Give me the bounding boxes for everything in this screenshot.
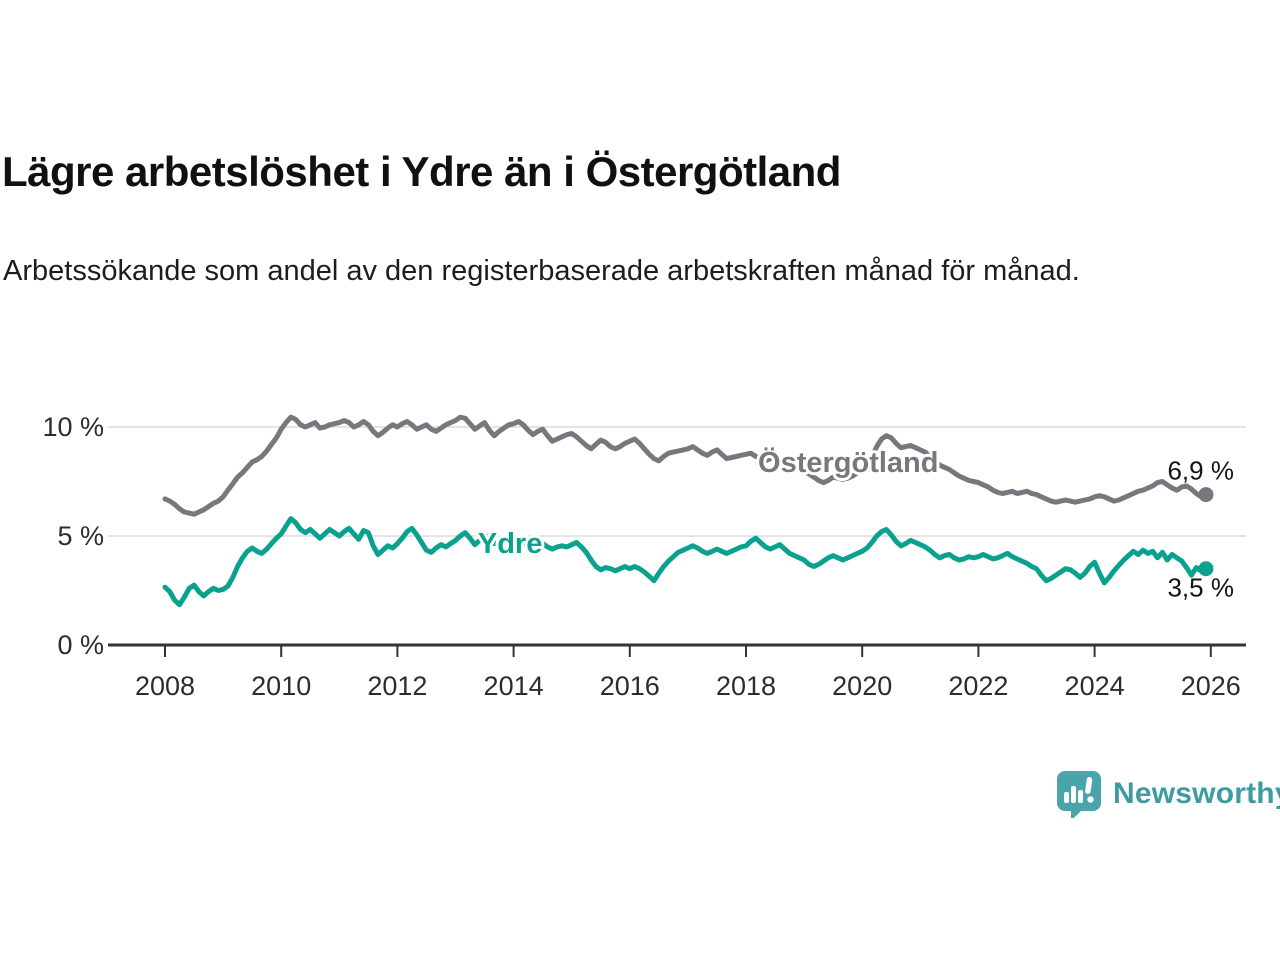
x-tick-label: 2024 (1065, 671, 1125, 701)
x-tick-label: 2016 (600, 671, 660, 701)
y-tick-label: 10 % (42, 412, 104, 442)
series-end-value-östergötland: 6,9 % (1167, 456, 1234, 486)
x-tick-label: 2012 (367, 671, 427, 701)
y-tick-label: 0 % (57, 630, 104, 660)
series-end-dot-ydre (1198, 561, 1214, 577)
series-label-östergötland: Östergötland (758, 446, 938, 479)
x-tick-label: 2020 (832, 671, 892, 701)
bar-chart-speech-bubble-icon (1057, 771, 1101, 818)
x-tick-label: 2018 (716, 671, 776, 701)
y-tick-label: 5 % (57, 521, 104, 551)
x-tick-label: 2022 (948, 671, 1008, 701)
series-label-ydre: Ydre (478, 528, 542, 560)
series-line-ydre (162, 516, 1209, 608)
chart-title: Lägre arbetslöshet i Ydre än i Östergötl… (2, 148, 841, 195)
series-end-value-ydre: 3,5 % (1167, 573, 1234, 603)
x-tick-label: 2026 (1181, 671, 1241, 701)
x-tick-label: 2014 (484, 671, 544, 701)
line-chart: 10 % 5 % 0 % 2008 2010 2012 2014 2016 2018 2020 20… (42, 412, 1246, 701)
x-tick-label: 2010 (251, 671, 311, 701)
series-line-östergötland (162, 414, 1209, 517)
chart-subtitle: Arbetssökande som andel av den registerb… (3, 255, 1080, 287)
series-end-dot-östergötland (1198, 487, 1214, 503)
x-tick-label: 2008 (135, 671, 195, 701)
newsworthy-logo-text: Newsworthy (1113, 777, 1280, 810)
newsworthy-logo[interactable]: Newsworthy (1056, 770, 1280, 818)
